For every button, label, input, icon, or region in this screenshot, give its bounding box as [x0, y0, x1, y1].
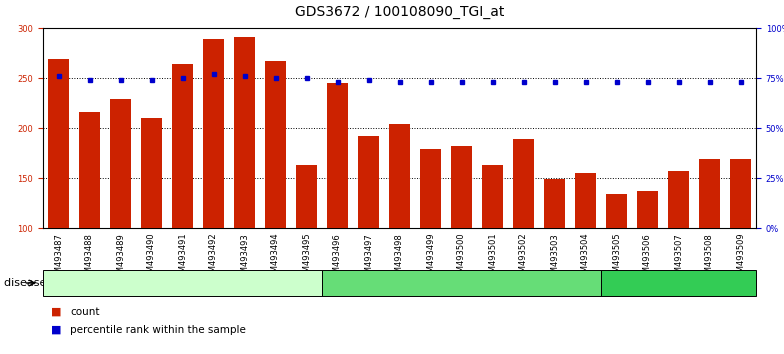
- Text: hypotensive: hypotensive: [427, 278, 495, 288]
- Bar: [390, 124, 409, 228]
- Text: hypertensive: hypertensive: [146, 278, 219, 288]
- Bar: [420, 149, 441, 228]
- Bar: [49, 59, 68, 228]
- Bar: [482, 165, 503, 228]
- Text: disease state: disease state: [4, 278, 78, 288]
- Bar: [637, 191, 658, 228]
- Bar: [607, 194, 626, 228]
- Bar: [172, 64, 193, 228]
- Bar: [266, 61, 285, 228]
- Bar: [296, 165, 317, 228]
- Bar: [141, 118, 162, 228]
- Bar: [79, 112, 100, 228]
- Bar: [328, 83, 347, 228]
- Bar: [452, 146, 471, 228]
- Bar: [111, 99, 131, 228]
- Text: percentile rank within the sample: percentile rank within the sample: [71, 325, 246, 335]
- Bar: [234, 37, 255, 228]
- Bar: [699, 159, 720, 228]
- Bar: [203, 39, 223, 228]
- Text: ■: ■: [51, 325, 61, 335]
- Bar: [669, 171, 688, 228]
- Bar: [575, 173, 596, 228]
- Bar: [358, 136, 379, 228]
- Text: GDS3672 / 100108090_TGI_at: GDS3672 / 100108090_TGI_at: [295, 5, 504, 19]
- Bar: [514, 139, 534, 228]
- Bar: [731, 159, 750, 228]
- Text: count: count: [71, 307, 100, 317]
- Bar: [544, 179, 564, 228]
- Text: ■: ■: [51, 307, 61, 317]
- Text: normotensive: normotensive: [641, 278, 717, 288]
